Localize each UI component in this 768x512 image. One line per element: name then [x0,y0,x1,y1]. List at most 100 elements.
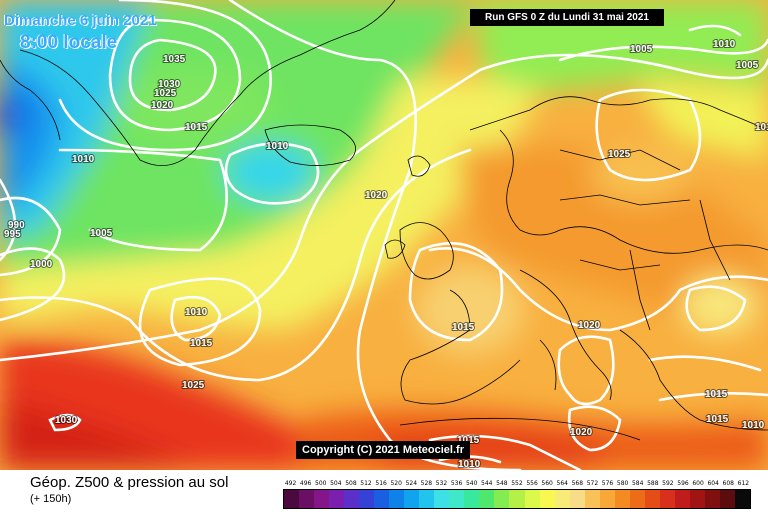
scale-tick-label: 588 [647,480,659,487]
scale-color-cell [734,490,750,508]
isobar-label: 1020 [365,190,388,201]
scale-tick-label: 524 [405,480,418,487]
scale-color-cell [674,490,690,508]
isobar-label: 1030 [55,415,78,426]
scale-color-cell [719,490,735,508]
isobar-label: 1010 [713,39,736,50]
isobar-label: 1010 [266,141,289,152]
scale-tick-label: 540 [465,480,478,487]
forecast-lead-time: (+ 150h) [30,493,72,505]
scale-color-cell [509,490,525,508]
isobar-label: 1015 [705,389,728,400]
map-legend-title: Géop. Z500 & pression au sol [30,474,229,491]
color-scale: 492 496 500 504 508 512 516 520 524 528 532 536 540 5… [283,478,751,510]
scale-color-cell [644,490,660,508]
isobar-label: 1015 [190,338,213,349]
isobar-label: 1020 [151,100,174,111]
scale-tick-label: 552 [511,480,523,487]
scale-color-cell [704,490,720,508]
isobar-label: 1035 [163,54,186,65]
scale-tick-label: 536 [450,480,463,487]
scale-color-cell [569,490,585,508]
color-scale-labels: 492 496 500 504 508 512 516 520 524 528 532 536 540 5… [283,478,751,489]
scale-color-cell [464,490,480,508]
scale-tick-label: 496 [299,480,312,487]
scale-tick-label: 612 [737,480,750,487]
isobar-label: 995 [4,229,21,240]
scale-tick-label: 528 [420,480,433,487]
isobar-label: 1030 [158,79,181,90]
scale-color-cell [419,490,435,508]
scale-tick-label: 500 [315,480,327,487]
forecast-date-title: Dimanche 6 juin 2021 [4,12,157,29]
isobar-label: 1005 [90,228,113,239]
scale-color-cell [374,490,390,508]
isobar-label: 1015 [706,414,729,425]
scale-tick-label: 516 [375,480,387,487]
isobar-label: 1025 [608,149,631,160]
isobar-label: 1025 [154,88,177,99]
isobar-labels: 1035 1030 1025 1020 1015 1010 1010 1005 … [3,38,768,470]
scale-color-cell [434,490,450,508]
geopotential-field: 1035 1030 1025 1020 1015 1010 1010 1005 … [0,0,768,470]
isobar-label: 1010 [72,154,95,165]
isobar-label: 1000 [30,259,53,270]
scale-color-cell [389,490,405,508]
scale-tick-label: 572 [586,480,599,487]
scale-tick-label: 600 [692,480,704,487]
scale-color-cell [344,490,360,508]
scale-color-cell [614,490,630,508]
scale-color-cell [329,490,345,508]
isobar-label: 1020 [570,427,593,438]
scale-color-cell [359,490,375,508]
scale-tick-label: 532 [435,480,448,487]
scale-tick-label: 568 [571,480,584,487]
scale-tick-label: 520 [390,480,402,487]
scale-tick-label: 560 [541,480,553,487]
scale-tick-label: 596 [677,480,689,487]
isobar-label: 1005 [630,44,653,55]
coastlines [0,0,768,441]
scale-color-cell [689,490,705,508]
scale-color-cell [299,490,315,508]
weather-map: 1035 1030 1025 1020 1015 1010 1010 1005 … [0,0,768,470]
isobar-label: 1015 [185,122,208,133]
scale-color-cell [449,490,465,508]
isobar-label: 1005 [736,60,759,71]
isobars [0,0,768,470]
isobar-label: 1025 [182,380,205,391]
scale-tick-label: 608 [722,480,734,487]
scale-tick-label: 604 [707,480,719,487]
scale-tick-label: 512 [360,480,372,487]
scale-tick-label: 544 [481,480,493,487]
scale-color-cell [659,490,675,508]
z500-field [0,0,768,470]
scale-tick-label: 548 [496,480,508,487]
scale-tick-label: 576 [601,480,614,487]
isobar-label: 1010 [458,459,481,470]
scale-tick-label: 564 [556,480,568,487]
scale-color-cell [629,490,645,508]
scale-tick-label: 580 [616,480,629,487]
scale-color-cell [404,490,420,508]
scale-color-cell [584,490,600,508]
scale-color-cell [599,490,615,508]
scale-tick-label: 504 [330,480,342,487]
isobar-label: 1010 [742,420,765,431]
forecast-time-title: 8:00 locale [20,32,118,53]
scale-color-cell [314,490,330,508]
scale-tick-label: 592 [662,480,674,487]
scale-tick-label: 584 [631,480,644,487]
model-run-label: Run GFS 0 Z du Lundi 31 mai 2021 [470,9,664,26]
scale-tick-label: 508 [345,480,357,487]
scale-color-cell [479,490,495,508]
color-scale-bar [283,489,751,509]
scale-color-cell [284,490,300,508]
scale-color-cell [539,490,555,508]
isobar-label: 1015 [755,122,768,133]
isobar-label: 1010 [185,307,208,318]
scale-tick-label: 556 [526,480,538,487]
copyright-label: Copyright (C) 2021 Meteociel.fr [296,441,470,459]
scale-tick-label: 492 [284,480,297,487]
scale-color-cell [524,490,540,508]
